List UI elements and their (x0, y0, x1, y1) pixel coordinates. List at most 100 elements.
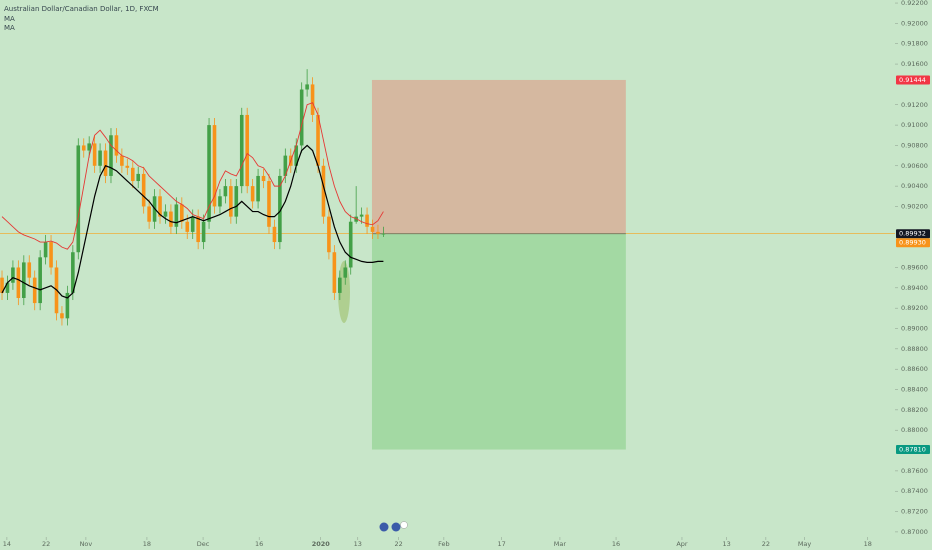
x-tick-label: 22 (42, 540, 50, 548)
candle-body (283, 155, 288, 176)
candle-body (239, 114, 244, 187)
candle-body (125, 165, 130, 168)
y-tick-label: 0.87200 (901, 508, 928, 516)
x-tick-label: Feb (438, 540, 450, 548)
y-tick-label: 0.92000 (901, 19, 928, 27)
candle-body (120, 155, 124, 166)
candle-body (343, 267, 348, 278)
x-tick-label: 18 (143, 540, 151, 548)
y-tick-label: 0.91200 (901, 101, 928, 109)
price-label-box (896, 238, 930, 248)
candle-body (256, 175, 260, 202)
price-label: 0.91444 (899, 76, 926, 84)
price-label-box (896, 229, 930, 239)
y-tick-label: 0.88400 (901, 386, 928, 394)
candle-body (267, 181, 271, 227)
candle-body (261, 175, 266, 182)
x-tick-label: 18 (864, 540, 872, 548)
candle-body (310, 84, 315, 115)
candle-body (223, 186, 228, 197)
candle-body (338, 277, 342, 293)
candle-body (65, 292, 70, 319)
candle-body (370, 226, 375, 232)
price-label: 0.87810 (899, 446, 926, 454)
candle-body (60, 313, 64, 319)
price-label: 0.89932 (899, 230, 926, 238)
target-zone (371, 233, 626, 450)
candle-body (92, 143, 97, 166)
candle-body (185, 221, 190, 232)
event-icons[interactable] (379, 521, 408, 532)
moving-average (1, 102, 384, 250)
candle-body (49, 242, 53, 268)
candle-body (109, 135, 113, 176)
candle-body (147, 206, 151, 222)
x-tick-label: 22 (762, 540, 770, 548)
y-tick-label: 0.87400 (901, 487, 928, 495)
y-tick-label: 0.88600 (901, 365, 928, 373)
event-icon[interactable] (391, 522, 401, 532)
x-tick-label: Mar (554, 540, 567, 548)
candle-body (81, 145, 86, 151)
candle-body (38, 257, 42, 304)
candle-body (348, 221, 353, 268)
candle-body (381, 233, 386, 235)
axis-layer: 0.92200 0.92000 0.91800 0.91600 0.91200 0.910… (3, 0, 930, 548)
candle-body (87, 143, 91, 151)
x-tick-label: 17 (497, 540, 505, 548)
x-tick-label: Apr (676, 540, 688, 548)
candle-body (218, 196, 222, 207)
x-tick-label: Nov (80, 540, 93, 548)
candle-body (16, 267, 21, 298)
candle-body (76, 145, 81, 253)
y-tick-label: 0.90400 (901, 182, 928, 190)
candle-body (250, 186, 255, 202)
y-tick-label: 0.87600 (901, 467, 928, 475)
indicator-label: MA (4, 24, 15, 32)
y-tick-label: 0.87000 (901, 528, 928, 536)
candle-body (174, 204, 179, 227)
candle-body (201, 221, 206, 243)
x-tick-label: 22 (395, 540, 403, 548)
y-tick-label: 0.90800 (901, 141, 928, 149)
moving-average (1, 144, 384, 299)
y-tick-label: 0.91600 (901, 60, 928, 68)
y-tick-label: 0.89600 (901, 263, 928, 271)
stop-zone (371, 79, 626, 234)
candle-body (359, 214, 364, 217)
event-icon[interactable] (400, 521, 408, 529)
candle-body (114, 135, 119, 156)
x-tick-label: May (798, 540, 812, 548)
y-tick-label: 0.89000 (901, 325, 928, 333)
candle-body (207, 125, 211, 222)
candle-body (103, 150, 108, 176)
y-tick-label: 0.90200 (901, 202, 928, 210)
price-label-box (896, 75, 930, 85)
candle-body (180, 204, 184, 222)
candle-body (321, 165, 326, 217)
candle-body (212, 125, 217, 207)
y-tick-label: 0.89400 (901, 284, 928, 292)
candle-body (305, 84, 309, 90)
y-tick-label: 0.89200 (901, 304, 928, 312)
candle-body (130, 167, 135, 182)
candle-body (71, 252, 75, 293)
candle-body (294, 145, 299, 166)
candle-body (234, 186, 239, 217)
candle-body (245, 114, 249, 187)
candle-body (136, 173, 141, 182)
x-tick-label: 13 (354, 540, 362, 548)
candle-body (0, 277, 4, 293)
candle-body (163, 211, 168, 217)
candle-body (5, 282, 10, 293)
price-label-box (896, 445, 930, 455)
plot-layer (0, 79, 895, 450)
candle-body (272, 226, 277, 243)
candle-body (27, 262, 32, 278)
event-icon[interactable] (379, 522, 389, 532)
y-tick-label: 0.92200 (901, 0, 928, 7)
y-tick-label: 0.88200 (901, 406, 928, 414)
candle-body (327, 216, 331, 253)
